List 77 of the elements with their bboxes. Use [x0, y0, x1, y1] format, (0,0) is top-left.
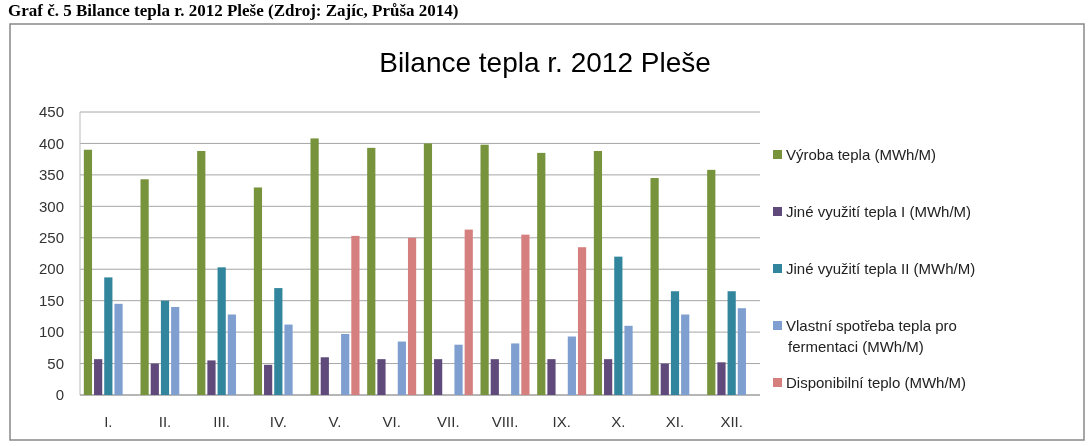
x-tick-label: II. [158, 413, 172, 430]
y-tick-label: 100 [38, 323, 64, 341]
bar [253, 187, 263, 395]
x-tick-label: X. [611, 413, 626, 430]
bar [114, 303, 123, 395]
bar [567, 336, 576, 395]
x-tick-label: VII. [437, 413, 460, 430]
bar [547, 359, 556, 395]
y-tick-label: 200 [38, 260, 64, 278]
bar [681, 314, 690, 395]
bar [737, 308, 746, 395]
bar [140, 179, 149, 395]
y-tick-label: 400 [38, 134, 64, 152]
bar [320, 357, 329, 395]
bar [423, 143, 433, 395]
x-tick-label: V. [328, 413, 342, 430]
legend-label: Jiné využití tepla II (MWh/M) [786, 260, 976, 278]
bar [367, 147, 376, 395]
x-tick-label: VI. [382, 413, 401, 430]
y-tick-label: 0 [55, 386, 64, 404]
x-tick-label: IV. [269, 413, 287, 430]
bar [577, 247, 587, 395]
bar [650, 178, 659, 395]
bar [341, 334, 350, 395]
bar [593, 150, 603, 395]
y-tick-label: 50 [47, 354, 64, 372]
y-tick-label: 300 [38, 197, 64, 215]
bar [537, 152, 546, 395]
bar [707, 169, 716, 395]
bar [717, 362, 726, 395]
bar [351, 235, 360, 395]
bar [227, 314, 236, 395]
bar [454, 344, 463, 395]
x-tick-label: I. [104, 413, 113, 430]
bar [604, 359, 613, 395]
bar [511, 343, 520, 395]
bar [434, 359, 443, 395]
bar [284, 324, 293, 395]
bar [160, 300, 170, 395]
bar [377, 359, 386, 395]
bar [197, 150, 206, 395]
y-tick-label: 350 [38, 166, 64, 184]
bar [83, 149, 93, 395]
bar [207, 360, 216, 395]
bar [104, 277, 113, 395]
bar [464, 229, 473, 395]
bar [480, 144, 489, 395]
y-tick-label: 450 [38, 103, 64, 121]
legend-label: Disponibilní teplo (MWh/M) [786, 374, 967, 392]
bar [624, 325, 633, 395]
legend-label: Jiné využití tepla I (MWh/M) [786, 203, 972, 221]
bar [670, 291, 680, 395]
bar [150, 363, 159, 395]
bar [171, 306, 180, 395]
legend-label: Výroba tepla (MWh/M) [786, 146, 937, 164]
text: Graf č. 5 Bilance tepla r. 2012 Pleše (Zdroj: Zajíc, Průša 2014) [8, 1, 459, 20]
x-tick-label: XI. [665, 413, 685, 430]
x-tick-label: IX. [552, 413, 571, 430]
chart-title: Bilance tepla r. 2012 Pleše [379, 47, 711, 78]
bar [94, 359, 103, 395]
bar [614, 256, 623, 395]
x-tick-label: III. [213, 413, 230, 430]
bar [660, 363, 669, 395]
bar [397, 341, 406, 395]
y-tick-label: 250 [38, 229, 64, 247]
bar [217, 267, 226, 395]
bar [310, 138, 319, 395]
bar [274, 288, 283, 395]
x-tick-label: VIII. [491, 413, 519, 430]
legend-label: Vlastní spotřeba tepla pro fermentaci (MWh/M) [786, 317, 957, 356]
bar [407, 237, 417, 395]
bar [490, 359, 499, 395]
x-tick-label: XII. [720, 413, 743, 430]
y-tick-label: 150 [38, 291, 64, 309]
bar [727, 291, 736, 395]
bar [264, 364, 273, 395]
bar [521, 234, 530, 395]
